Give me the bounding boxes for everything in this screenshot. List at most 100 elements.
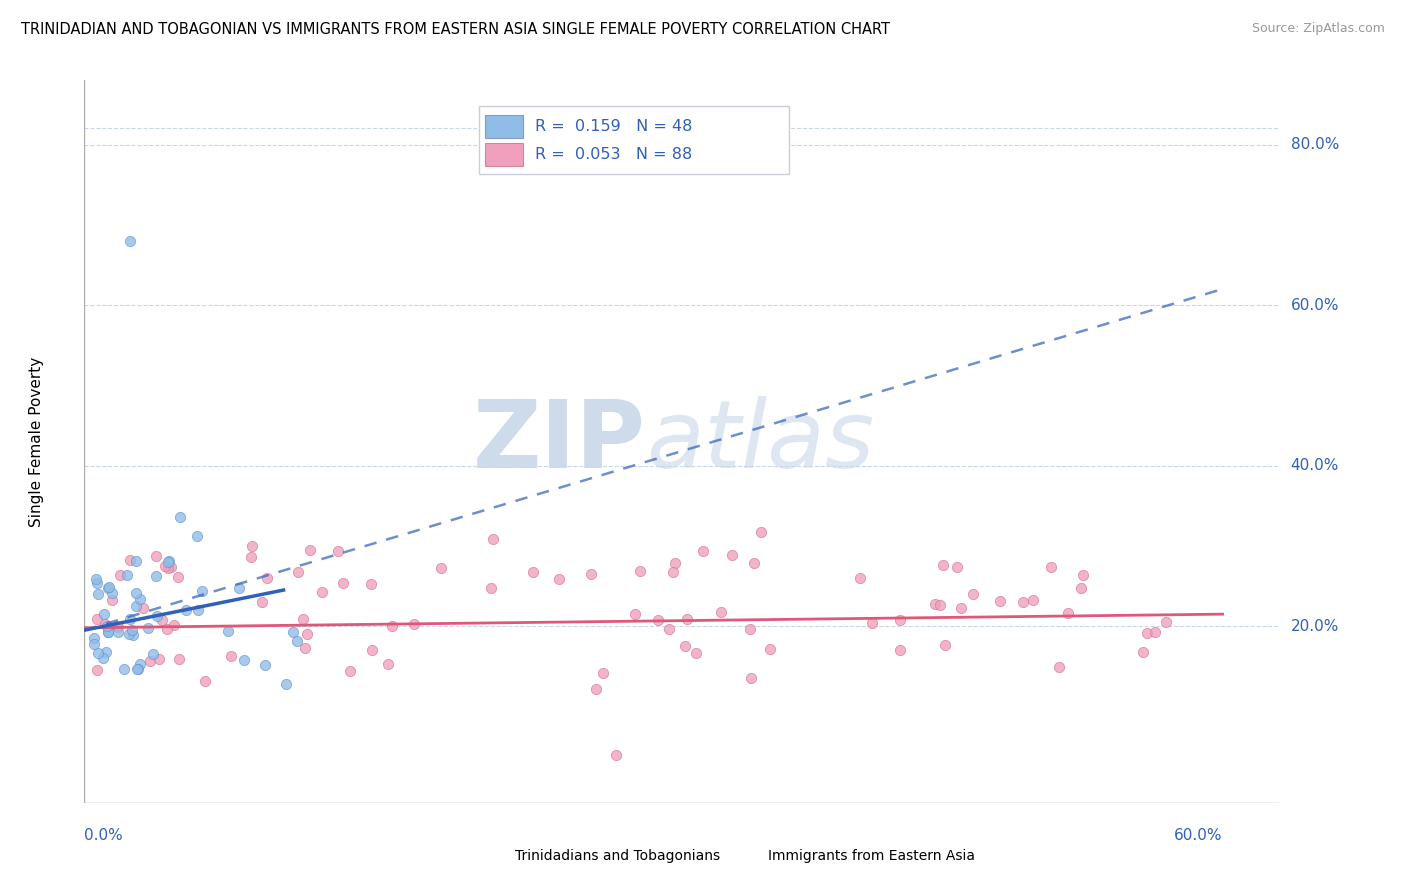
Point — [676, 612, 699, 626]
Point — [945, 560, 967, 574]
Point — [145, 569, 167, 583]
Point — [291, 612, 314, 626]
Point — [86, 612, 108, 626]
Point — [105, 619, 128, 633]
Point — [233, 653, 256, 667]
Point — [150, 613, 173, 627]
Point — [145, 549, 167, 563]
Point — [115, 568, 138, 582]
Point — [1039, 559, 1062, 574]
Point — [253, 658, 276, 673]
Point — [96, 619, 118, 633]
Point — [107, 624, 129, 639]
Point — [1144, 625, 1167, 640]
Point — [125, 599, 148, 613]
Point — [176, 602, 198, 616]
Point — [156, 622, 179, 636]
Point — [932, 558, 955, 573]
Point — [624, 607, 647, 621]
Point — [118, 234, 141, 248]
Point — [94, 616, 117, 631]
Point — [710, 606, 733, 620]
Point — [889, 613, 911, 627]
Point — [328, 544, 350, 558]
Point — [125, 585, 148, 599]
Point — [129, 591, 152, 606]
Point — [219, 649, 242, 664]
Text: TRINIDADIAN AND TOBAGONIAN VS IMMIGRANTS FROM EASTERN ASIA SINGLE FEMALE POVERTY: TRINIDADIAN AND TOBAGONIAN VS IMMIGRANTS… — [21, 22, 890, 37]
Point — [148, 652, 170, 666]
Point — [285, 633, 308, 648]
Point — [1132, 644, 1154, 658]
Point — [122, 628, 145, 642]
Point — [124, 554, 146, 568]
Point — [740, 671, 762, 685]
Point — [118, 627, 141, 641]
Point — [187, 603, 209, 617]
Point — [156, 555, 179, 569]
Text: 0.0%: 0.0% — [84, 828, 124, 843]
Text: 60.0%: 60.0% — [1174, 828, 1223, 843]
Text: R =  0.053   N = 88: R = 0.053 N = 88 — [534, 147, 692, 162]
Point — [294, 640, 316, 655]
Point — [673, 639, 696, 653]
Point — [252, 595, 274, 609]
Point — [194, 674, 217, 689]
Point — [93, 607, 115, 621]
Point — [339, 664, 361, 678]
Point — [1136, 626, 1159, 640]
FancyBboxPatch shape — [479, 105, 790, 174]
Point — [83, 631, 105, 645]
Point — [121, 623, 143, 637]
Point — [585, 682, 607, 697]
Point — [381, 618, 404, 632]
Point — [988, 594, 1011, 608]
Point — [482, 532, 505, 546]
Point — [108, 568, 131, 582]
FancyBboxPatch shape — [472, 848, 506, 864]
Point — [276, 676, 298, 690]
Point — [377, 657, 399, 672]
Text: 40.0%: 40.0% — [1291, 458, 1339, 473]
Point — [934, 638, 956, 652]
Point — [311, 585, 333, 599]
Point — [107, 619, 129, 633]
Point — [157, 554, 180, 568]
Point — [740, 622, 762, 636]
Point — [84, 572, 107, 586]
Point — [1057, 606, 1080, 620]
Text: 20.0%: 20.0% — [1291, 619, 1339, 633]
Point — [83, 637, 105, 651]
FancyBboxPatch shape — [485, 115, 523, 138]
Point — [127, 662, 149, 676]
Point — [191, 584, 214, 599]
Point — [685, 646, 707, 660]
Point — [242, 540, 264, 554]
Text: ZIP: ZIP — [474, 395, 647, 488]
Point — [298, 542, 321, 557]
Point — [186, 529, 208, 543]
FancyBboxPatch shape — [727, 848, 761, 864]
Point — [118, 553, 141, 567]
Point — [295, 627, 318, 641]
Text: atlas: atlas — [647, 396, 875, 487]
Point — [1154, 615, 1177, 629]
Point — [1012, 595, 1035, 609]
Point — [742, 557, 765, 571]
Point — [929, 599, 952, 613]
Point — [118, 612, 141, 626]
Point — [142, 647, 165, 661]
Point — [97, 581, 120, 595]
Point — [169, 510, 191, 524]
Point — [662, 565, 685, 579]
Point — [605, 747, 627, 762]
Point — [924, 597, 946, 611]
Point — [628, 564, 651, 578]
Point — [136, 622, 159, 636]
Point — [1071, 567, 1094, 582]
Point — [101, 586, 124, 600]
Point — [217, 624, 239, 639]
Point — [1022, 593, 1045, 607]
Point — [547, 572, 569, 586]
Point — [98, 580, 121, 594]
